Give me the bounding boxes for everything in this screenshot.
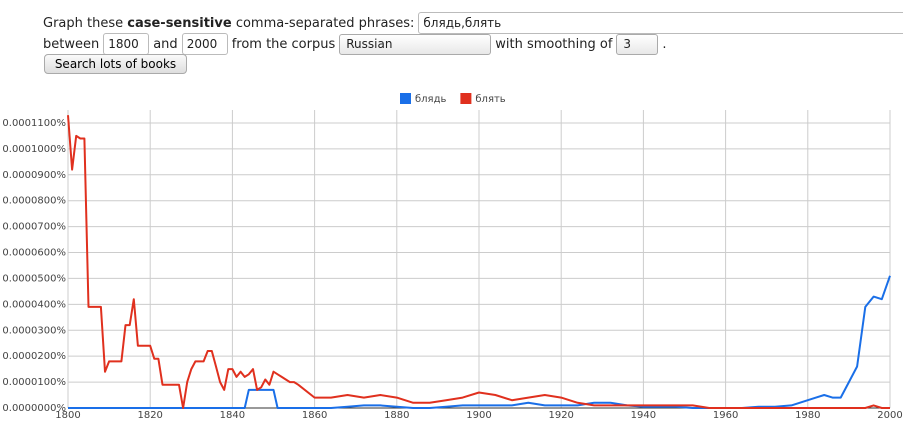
- label: between: [43, 36, 100, 52]
- label: and: [153, 36, 178, 52]
- options-row: between 1800 and 2000 from the corpus Ru…: [43, 33, 667, 55]
- x-tick-label: 1960: [713, 410, 738, 421]
- y-tick-label: 0.0001100%: [2, 118, 66, 129]
- x-tick-label: 1840: [220, 410, 245, 421]
- start-year-input[interactable]: 1800: [103, 33, 150, 55]
- y-tick-label: 0.0000200%: [2, 351, 66, 362]
- legend-label: блядь: [415, 94, 446, 105]
- search-button[interactable]: Search lots of books: [44, 54, 187, 74]
- legend-swatch: [400, 93, 411, 104]
- x-tick-label: 1800: [55, 410, 80, 421]
- legend-label: блять: [475, 94, 505, 105]
- x-tick-label: 1920: [548, 410, 573, 421]
- label: from the corpus: [231, 36, 336, 52]
- label: Graph these: [43, 15, 124, 31]
- y-tick-label: 0.0000300%: [2, 325, 66, 336]
- query-row: Graph these case-sensitive comma-separat…: [43, 12, 903, 34]
- y-tick-label: 0.0001000%: [2, 144, 66, 155]
- label-bold: case-sensitive: [127, 15, 232, 31]
- y-tick-label: 0.0000000%: [2, 403, 66, 414]
- label: .: [662, 36, 667, 52]
- y-tick-label: 0.0000100%: [2, 377, 66, 388]
- end-year-input[interactable]: 2000: [181, 33, 228, 55]
- y-tick-label: 0.0000400%: [2, 299, 66, 310]
- x-tick-label: 1860: [302, 410, 327, 421]
- label: comma-separated phrases:: [235, 15, 415, 31]
- series-line: [67, 115, 890, 409]
- y-tick-label: 0.0000700%: [2, 222, 66, 233]
- label: with smoothing of: [495, 36, 613, 52]
- x-tick-label: 1880: [384, 410, 409, 421]
- phrase-input[interactable]: блядь,блять: [418, 12, 903, 34]
- x-tick-label: 1980: [795, 410, 820, 421]
- y-tick-label: 0.0000500%: [2, 273, 66, 284]
- y-tick-label: 0.0000800%: [2, 196, 66, 207]
- y-tick-label: 0.0000600%: [2, 248, 66, 259]
- x-tick-label: 2000: [877, 410, 902, 421]
- smoothing-select[interactable]: 3: [616, 33, 659, 55]
- y-tick-label: 0.0000900%: [2, 170, 66, 181]
- x-tick-label: 1900: [466, 410, 491, 421]
- corpus-select[interactable]: Russian: [339, 33, 492, 55]
- x-tick-label: 1940: [631, 410, 656, 421]
- x-tick-label: 1820: [137, 410, 162, 421]
- legend-swatch: [460, 93, 472, 104]
